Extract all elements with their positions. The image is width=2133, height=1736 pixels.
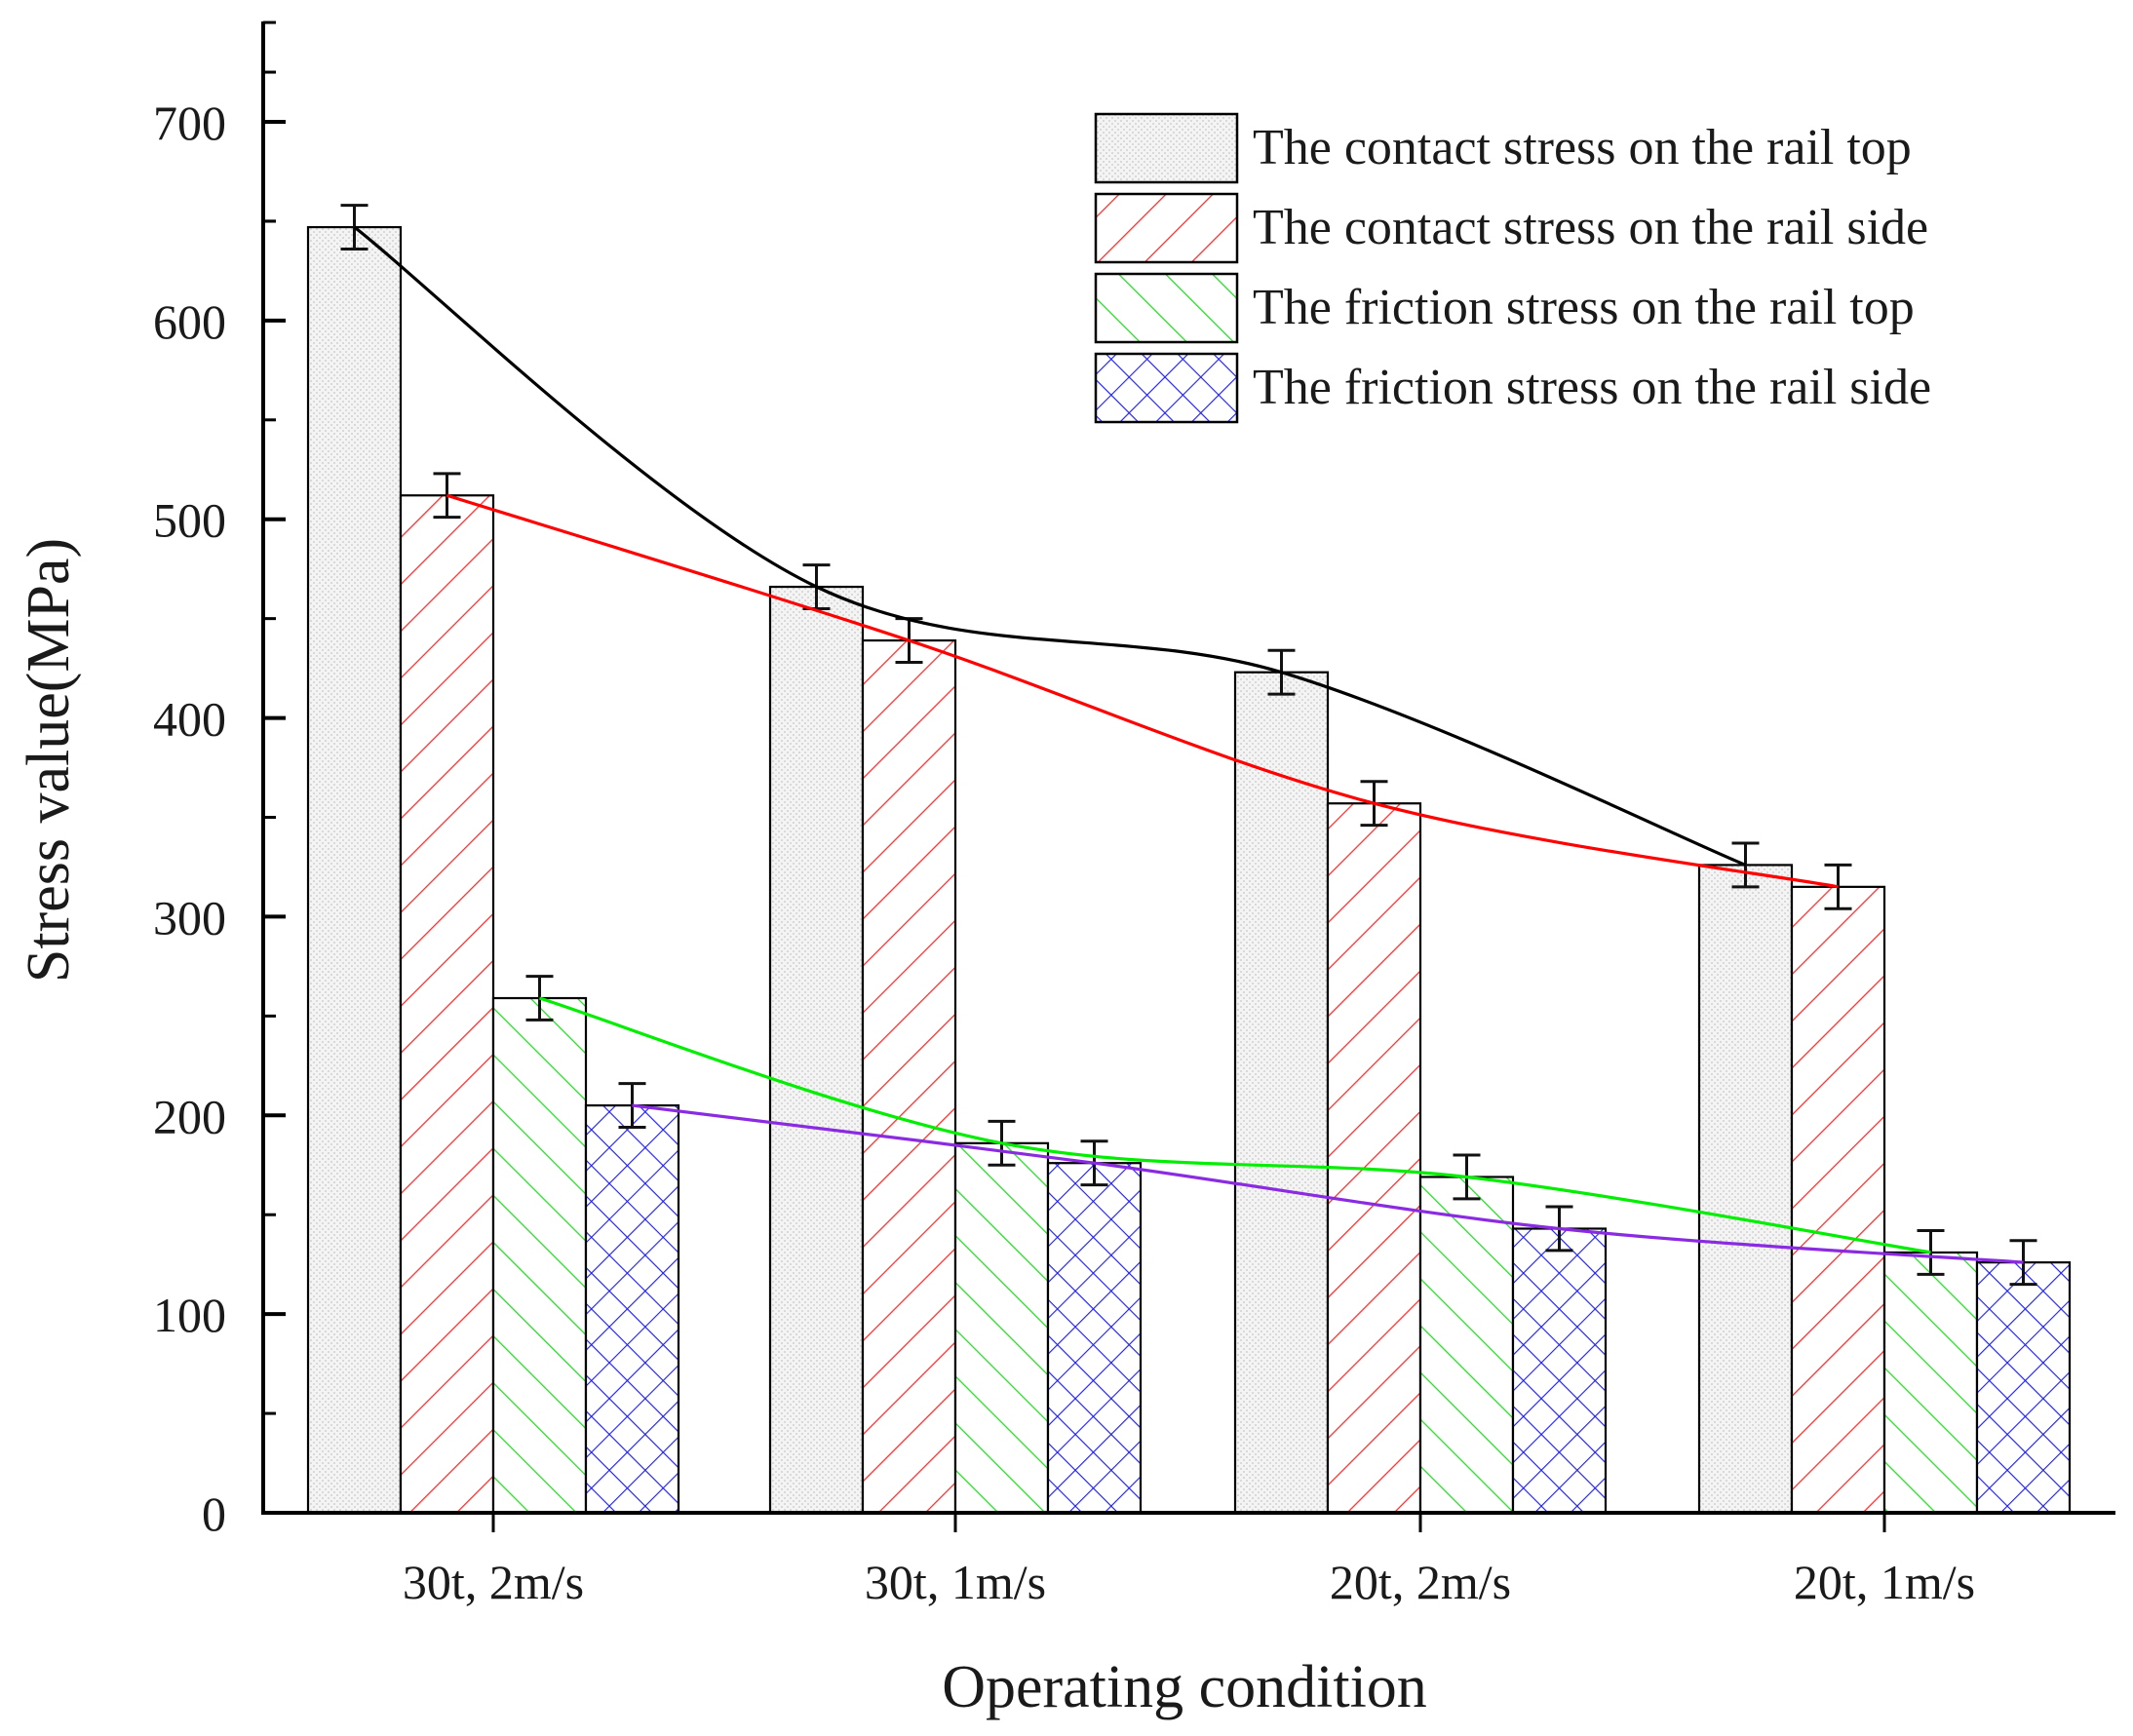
bar-s2-c0 [491,996,588,1515]
y-axis-title: Stress value(MPa) [16,538,82,983]
y-tick-label: 100 [153,1288,226,1342]
legend-item-3: The friction stress on the rail side [1094,352,1931,424]
bar-s2-c2 [1418,1176,1515,1515]
x-tick-label: 30t, 2m/s [403,1555,584,1609]
error-bar-s2-c3 [1917,1229,1945,1276]
error-bar-s0-c3 [1731,841,1760,889]
bar-s1-c2 [1326,802,1422,1515]
legend-swatch [1094,352,1239,424]
legend-swatch [1094,272,1239,344]
y-tick-label: 200 [153,1089,226,1143]
error-bar-s1-c3 [1824,863,1852,910]
bar-s0-c1 [768,585,865,1515]
y-tick-label: 700 [153,96,226,150]
bar-s3-c1 [1046,1162,1143,1515]
legend-label: The contact stress on the rail top [1253,120,1912,175]
legend-label: The friction stress on the rail top [1253,280,1915,335]
bar-s3-c3 [1975,1261,2072,1515]
bar-s0-c0 [306,225,403,1515]
bar-s0-c3 [1697,864,1794,1515]
bar-s3-c2 [1511,1227,1608,1515]
y-tick-label: 0 [202,1486,226,1541]
trend-line-s0 [353,225,1747,867]
x-axis-title: Operating condition [942,1654,1427,1720]
axes-group [261,21,2115,1515]
bars-group [306,225,2072,1515]
y-tick-label: 400 [153,692,226,747]
error-bar-s3-c0 [618,1082,646,1130]
bar-s2-c3 [1882,1251,1979,1515]
x-tick-label: 20t, 2m/s [1330,1555,1511,1609]
y-tick-label: 600 [153,294,226,349]
legend-swatch [1094,192,1239,264]
legend-swatch [1094,112,1239,184]
legend-label: The contact stress on the rail side [1253,200,1928,255]
bar-s1-c3 [1790,885,1886,1515]
legend: The contact stress on the rail top The co… [1094,112,1931,424]
y-tick-label: 300 [153,890,226,945]
bar-s2-c1 [953,1141,1050,1515]
bar-s1-c1 [861,638,957,1515]
trend-line-s3 [632,1103,2024,1264]
y-tick-label: 500 [153,493,226,548]
y-ticks-group: 0 100 200 300 400 500 600 700 [153,20,286,1541]
x-tick-label: 30t, 1m/s [865,1555,1046,1609]
legend-item-0: The contact stress on the rail top [1094,112,1912,184]
trend-line-s1 [446,493,1839,889]
legend-item-1: The contact stress on the rail side [1094,192,1928,264]
bar-s3-c0 [584,1103,680,1515]
legend-item-2: The friction stress on the rail top [1094,272,1915,344]
bar-s1-c0 [399,494,495,1515]
x-ticks-group: 30t, 2m/s 30t, 1m/s 20t, 2m/s 20t, 1m/s [403,1513,1975,1609]
x-tick-label: 20t, 1m/s [1794,1555,1975,1609]
trend-lines-group [353,225,2024,1264]
bar-s0-c2 [1233,671,1330,1515]
legend-label: The friction stress on the rail side [1253,360,1931,415]
trend-line-s2 [539,996,1931,1254]
error-bar-s3-c3 [2009,1239,2037,1287]
